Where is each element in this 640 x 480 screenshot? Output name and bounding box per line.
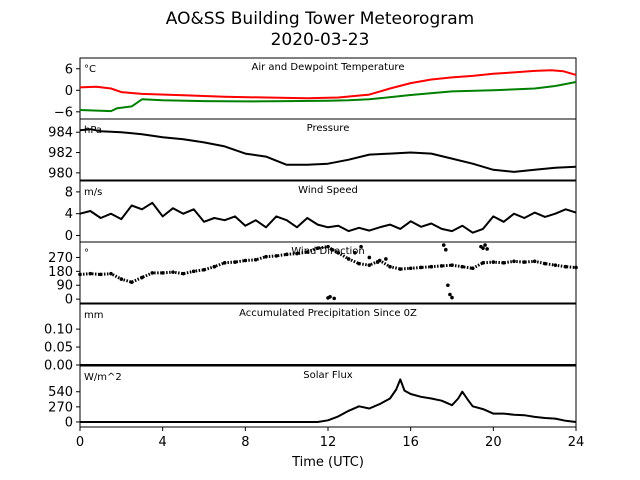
panel-title: Solar Flux xyxy=(303,370,353,381)
wind-direction-point xyxy=(450,295,454,300)
panels-group: 6 0 −6 °C Air and Dewpoint Temperature 984 982… xyxy=(44,57,578,430)
unit-label: °C xyxy=(84,64,96,75)
y-tick-label: 4 xyxy=(65,207,73,222)
wind-direction-point xyxy=(444,247,448,252)
wind-direction-point xyxy=(483,243,487,247)
series-line-0 xyxy=(80,378,577,423)
panel-frame xyxy=(79,241,577,304)
series-line-0 xyxy=(79,128,577,173)
wind-direction-point xyxy=(441,243,446,247)
panel-4: 0.10 0.05 0.00 mm Accumulated Precipitation … xyxy=(44,303,577,374)
figure-title-line1: AO&SS Building Tower Meteorogram xyxy=(166,9,474,29)
unit-label: m/s xyxy=(84,187,102,198)
x-axis: 0 4 8 12 16 20 24 xyxy=(76,427,584,450)
y-tick-label: 0 xyxy=(65,229,73,244)
unit-label: ° xyxy=(84,248,89,259)
wind-direction-point xyxy=(485,247,489,251)
wind-direction-point xyxy=(448,292,452,297)
wind-direction-point xyxy=(481,246,485,250)
series-line-1 xyxy=(79,81,577,113)
figure-title-line2: 2020-03-23 xyxy=(271,30,370,50)
x-tick-label: 20 xyxy=(485,435,502,450)
unit-label: mm xyxy=(84,310,103,321)
panel-title: Wind Speed xyxy=(298,185,358,196)
y-tick-label: 0.05 xyxy=(44,341,73,356)
panel-2: 8 4 0 m/s Wind Speed xyxy=(65,180,577,244)
y-tick-label: 0 xyxy=(65,415,73,430)
panel-title: Air and Dewpoint Temperature xyxy=(252,62,405,73)
wind-direction-point xyxy=(384,257,388,261)
x-tick-label: 24 xyxy=(568,435,585,450)
y-tick-label: 982 xyxy=(48,146,73,161)
wind-direction-trace xyxy=(79,245,577,284)
series-line-0 xyxy=(79,201,577,234)
y-tick-label: 0.10 xyxy=(44,323,73,338)
x-tick-label: 8 xyxy=(241,435,249,450)
x-axis-label: Time (UTC) xyxy=(291,455,364,470)
x-tick-label: 0 xyxy=(76,435,84,450)
wind-direction-point xyxy=(332,296,337,301)
y-tick-label: 980 xyxy=(48,166,73,181)
y-tick-label: 180 xyxy=(48,265,73,280)
y-tick-label: 8 xyxy=(65,185,73,200)
y-tick-label: −6 xyxy=(54,105,73,120)
y-tick-label: 270 xyxy=(48,251,73,266)
panel-frame xyxy=(79,118,577,181)
x-tick-label: 4 xyxy=(159,435,167,450)
wind-direction-point xyxy=(353,251,357,255)
wind-direction-point xyxy=(375,260,380,264)
panel-title: Pressure xyxy=(307,123,350,134)
x-tick-label: 16 xyxy=(402,435,419,450)
series-line-0 xyxy=(79,69,577,100)
panel-0: 6 0 −6 °C Air and Dewpoint Temperature xyxy=(54,57,577,120)
unit-label: W/m^2 xyxy=(84,372,122,383)
wind-direction-point xyxy=(446,283,450,288)
wind-direction-point xyxy=(359,244,363,249)
x-tick-label: 12 xyxy=(320,435,337,450)
y-tick-label: 540 xyxy=(48,385,73,400)
y-tick-label: 270 xyxy=(48,400,73,415)
y-tick-label: 0 xyxy=(65,293,73,308)
wind-direction-point xyxy=(367,255,372,260)
y-tick-label: 6 xyxy=(65,62,73,77)
panel-title: Wind Direction xyxy=(291,246,365,257)
panel-title: Accumulated Precipitation Since 0Z xyxy=(239,308,417,319)
y-tick-label: 984 xyxy=(48,126,73,141)
wind-direction-point xyxy=(328,295,332,299)
y-tick-label: 0 xyxy=(65,84,73,99)
y-tick-label: 90 xyxy=(56,279,73,294)
y-tick-label: 0.00 xyxy=(44,359,73,374)
